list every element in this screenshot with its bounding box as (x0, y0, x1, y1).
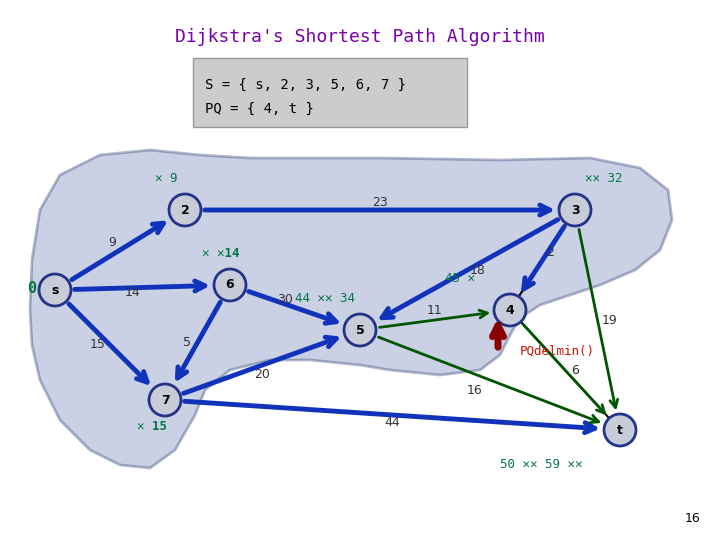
Circle shape (494, 294, 526, 326)
Text: 23: 23 (372, 195, 388, 208)
Text: 6: 6 (225, 279, 234, 292)
Text: 5: 5 (356, 323, 364, 336)
Text: 2: 2 (181, 204, 189, 217)
Text: 20: 20 (255, 368, 271, 381)
Circle shape (344, 314, 376, 346)
Text: PQ = { 4, t }: PQ = { 4, t } (205, 102, 314, 116)
Text: 16: 16 (684, 512, 700, 525)
Polygon shape (30, 150, 672, 468)
Text: ✕✕ 32: ✕✕ 32 (585, 172, 623, 185)
Text: s: s (51, 284, 59, 296)
Text: t: t (617, 423, 623, 436)
Text: 11: 11 (427, 303, 443, 316)
Text: 0: 0 (27, 281, 36, 296)
Circle shape (214, 269, 246, 301)
Text: ✕ ✕14: ✕ ✕14 (202, 247, 240, 260)
Circle shape (169, 194, 201, 226)
Circle shape (604, 414, 636, 446)
Text: 7: 7 (161, 394, 169, 407)
Text: 2: 2 (546, 246, 554, 259)
Text: 5: 5 (184, 336, 192, 349)
Text: 15: 15 (90, 339, 106, 352)
Text: 18: 18 (469, 264, 485, 276)
Text: 44 ✕✕ 34: 44 ✕✕ 34 (295, 292, 355, 305)
Text: 3: 3 (571, 204, 580, 217)
Text: 44: 44 (384, 416, 400, 429)
Text: 45 ✕: 45 ✕ (445, 272, 475, 285)
Text: PQdelmin(): PQdelmin() (520, 345, 595, 358)
Circle shape (559, 194, 591, 226)
Text: ✕ 15: ✕ 15 (137, 420, 167, 433)
Text: 16: 16 (467, 383, 483, 396)
Text: 9: 9 (108, 235, 116, 248)
Text: 14: 14 (125, 286, 140, 299)
Text: 30: 30 (277, 293, 293, 306)
FancyBboxPatch shape (193, 58, 467, 127)
Text: 4: 4 (505, 303, 514, 316)
Text: S = { s, 2, 3, 5, 6, 7 }: S = { s, 2, 3, 5, 6, 7 } (205, 78, 406, 92)
Text: ✕ 9: ✕ 9 (155, 172, 178, 185)
Text: 50 ✕✕ 59 ✕✕: 50 ✕✕ 59 ✕✕ (500, 458, 582, 471)
Circle shape (39, 274, 71, 306)
Text: Dijkstra's Shortest Path Algorithm: Dijkstra's Shortest Path Algorithm (175, 28, 545, 46)
Circle shape (149, 384, 181, 416)
Text: 6: 6 (571, 363, 579, 376)
Text: 19: 19 (602, 314, 617, 327)
